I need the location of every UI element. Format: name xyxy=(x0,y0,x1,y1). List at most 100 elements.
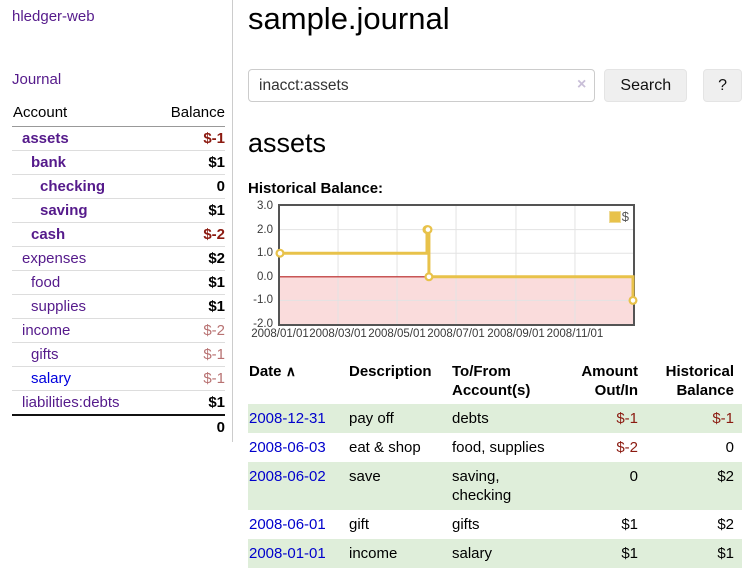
transaction-description: eat & shop xyxy=(349,439,421,456)
nav-journal-link[interactable]: Journal xyxy=(12,71,62,88)
register-header-tofrom: To/From Account(s) xyxy=(452,363,531,399)
transaction-balance: $1 xyxy=(717,545,734,562)
account-row: bank $1 xyxy=(12,150,225,175)
x-tick-label: 2008/01/01 xyxy=(251,328,309,340)
sort-asc-icon: ∧ xyxy=(285,363,296,379)
search-input-wrap: × xyxy=(248,69,596,102)
chart-plot[interactable]: $ xyxy=(275,204,638,326)
transaction-description: save xyxy=(349,468,381,485)
account-link-expenses[interactable]: expenses xyxy=(22,250,87,267)
account-link-assets[interactable]: assets xyxy=(22,130,69,147)
accounts-header-balance: Balance xyxy=(152,102,225,127)
transaction-amount: $-2 xyxy=(616,439,638,456)
account-balance: $-1 xyxy=(203,130,225,147)
main-content: sample.journal × Search ? assets Histori… xyxy=(248,0,742,568)
account-link-food[interactable]: food xyxy=(31,274,61,291)
transaction-accounts: salary xyxy=(452,545,493,562)
brand-link[interactable]: hledger-web xyxy=(12,8,95,25)
clear-search-icon[interactable]: × xyxy=(577,76,587,93)
transaction-balance: $2 xyxy=(717,516,734,533)
x-tick-label: 2008/07/01 xyxy=(427,328,485,340)
account-link-income[interactable]: income xyxy=(22,322,71,339)
transaction-balance: 0 xyxy=(725,439,734,456)
transaction-accounts: gifts xyxy=(452,516,480,533)
transaction-row: 2008-01-01 income salary $1 $1 xyxy=(248,539,742,568)
balance-chart-svg xyxy=(275,206,638,324)
register-header-amount: Amount Out/In xyxy=(581,363,638,399)
y-tick-label: 2.0 xyxy=(257,223,273,236)
accounts-total-row: 0 xyxy=(12,414,225,439)
transaction-balance: $2 xyxy=(717,468,734,485)
account-link-checking[interactable]: checking xyxy=(40,178,106,195)
transaction-accounts: debts xyxy=(452,410,489,427)
chart-y-axis-labels: 3.0 2.0 1.0 0.0 -1.0 -2.0 xyxy=(248,200,278,330)
page-title: sample.journal xyxy=(248,1,450,36)
account-link-liabilities-debts[interactable]: liabilities:debts xyxy=(22,394,120,411)
chart-x-axis-labels: 2008/01/01 2008/03/01 2008/05/01 2008/07/01… xyxy=(251,328,742,344)
account-row: food $1 xyxy=(12,270,225,295)
legend-label: $ xyxy=(621,209,629,224)
account-balance: $1 xyxy=(152,390,225,415)
account-link-cash[interactable]: cash xyxy=(31,226,66,243)
accounts-header-account: Account xyxy=(12,102,153,127)
account-balance: $-1 xyxy=(152,366,225,391)
account-link-gifts[interactable]: gifts xyxy=(31,346,59,363)
transaction-row: 2008-06-01 gift gifts $1 $2 xyxy=(248,510,742,539)
x-tick-label: 2008/09/01 xyxy=(487,328,545,340)
account-balance: $-2 xyxy=(152,222,225,247)
y-tick-label: -2.0 xyxy=(253,318,273,330)
account-row: cash $-2 xyxy=(12,222,225,247)
search-input[interactable] xyxy=(248,69,596,102)
transaction-date-link[interactable]: 2008-06-02 xyxy=(249,468,326,485)
x-tick-label: 2008/05/01 xyxy=(368,328,426,340)
register-header-description: Description xyxy=(349,363,432,380)
register-header-balance: Historical Balance xyxy=(665,363,734,399)
y-tick-label: -1.0 xyxy=(253,294,273,307)
account-link-saving[interactable]: saving xyxy=(40,202,88,219)
transaction-date-link[interactable]: 2008-06-03 xyxy=(249,439,326,456)
account-row: assets $-1 xyxy=(12,127,225,151)
help-button[interactable]: ? xyxy=(703,69,742,102)
transaction-description: gift xyxy=(349,516,370,533)
x-tick-label: 2008/11/01 xyxy=(546,328,604,340)
account-balance: $2 xyxy=(152,246,225,271)
account-row: salary $-1 xyxy=(12,366,225,391)
account-link-salary[interactable]: salary xyxy=(31,370,72,387)
account-balance: $-2 xyxy=(152,318,225,343)
transaction-amount: $1 xyxy=(621,545,638,562)
transaction-amount: $1 xyxy=(621,516,638,533)
account-heading: assets xyxy=(248,128,327,158)
legend-swatch-icon xyxy=(608,210,621,223)
transaction-date-link[interactable]: 2008-12-31 xyxy=(249,410,326,427)
transaction-description: pay off xyxy=(349,410,394,427)
account-balance: $1 xyxy=(152,294,225,319)
account-link-supplies[interactable]: supplies xyxy=(31,298,87,315)
chart-legend: $ xyxy=(608,209,629,224)
transaction-description: income xyxy=(349,545,398,562)
search-form: × Search ? xyxy=(248,69,742,102)
y-tick-label: 0.0 xyxy=(257,270,273,283)
y-tick-label: 3.0 xyxy=(257,200,273,212)
transaction-date-link[interactable]: 2008-06-01 xyxy=(249,516,326,533)
account-balance: 0 xyxy=(152,174,225,199)
transaction-accounts: saving, checking xyxy=(452,468,512,504)
transaction-amount: $-1 xyxy=(616,410,638,427)
transaction-date-link[interactable]: 2008-01-01 xyxy=(249,545,326,562)
transaction-balance: $-1 xyxy=(712,410,734,427)
transaction-accounts: food, supplies xyxy=(452,439,545,456)
account-row: supplies $1 xyxy=(12,294,225,319)
transaction-row: 2008-06-02 save saving, checking 0 $2 xyxy=(248,462,742,510)
account-row: expenses $2 xyxy=(12,246,225,271)
sidebar: hledger-web Journal Account Balance asse… xyxy=(0,0,233,442)
transaction-row: 2008-06-03 eat & shop food, supplies $-2… xyxy=(248,433,742,462)
transaction-row: 2008-12-31 pay off debts $-1 $-1 xyxy=(248,404,742,433)
accounts-table: Account Balance assets $-1 bank $1 checkin… xyxy=(12,102,225,439)
register-header-date[interactable]: Date ∧ xyxy=(249,363,296,380)
account-row: saving $1 xyxy=(12,198,225,223)
register-table: Date ∧ Description To/From Account(s) Am… xyxy=(248,358,742,568)
account-link-bank[interactable]: bank xyxy=(31,154,67,171)
accounts-total: 0 xyxy=(152,414,225,439)
y-tick-label: 1.0 xyxy=(257,247,273,260)
search-button[interactable]: Search xyxy=(604,69,688,102)
account-row: checking 0 xyxy=(12,174,225,199)
